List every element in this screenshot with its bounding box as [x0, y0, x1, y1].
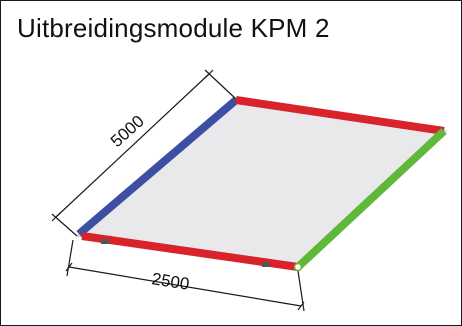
beam-front-red	[81, 232, 299, 271]
beam-right-green	[295, 128, 447, 270]
beam-left-blue	[76, 96, 239, 238]
page-title: Uitbreidingsmodule KPM 2	[17, 13, 330, 43]
dimension-width-label: 2500	[150, 269, 190, 294]
foot-left	[101, 239, 109, 244]
beam-back-red	[235, 96, 445, 135]
dimension-length-label: 5000	[107, 112, 148, 151]
foot-right	[262, 262, 270, 267]
corner-marker-front	[293, 262, 303, 272]
